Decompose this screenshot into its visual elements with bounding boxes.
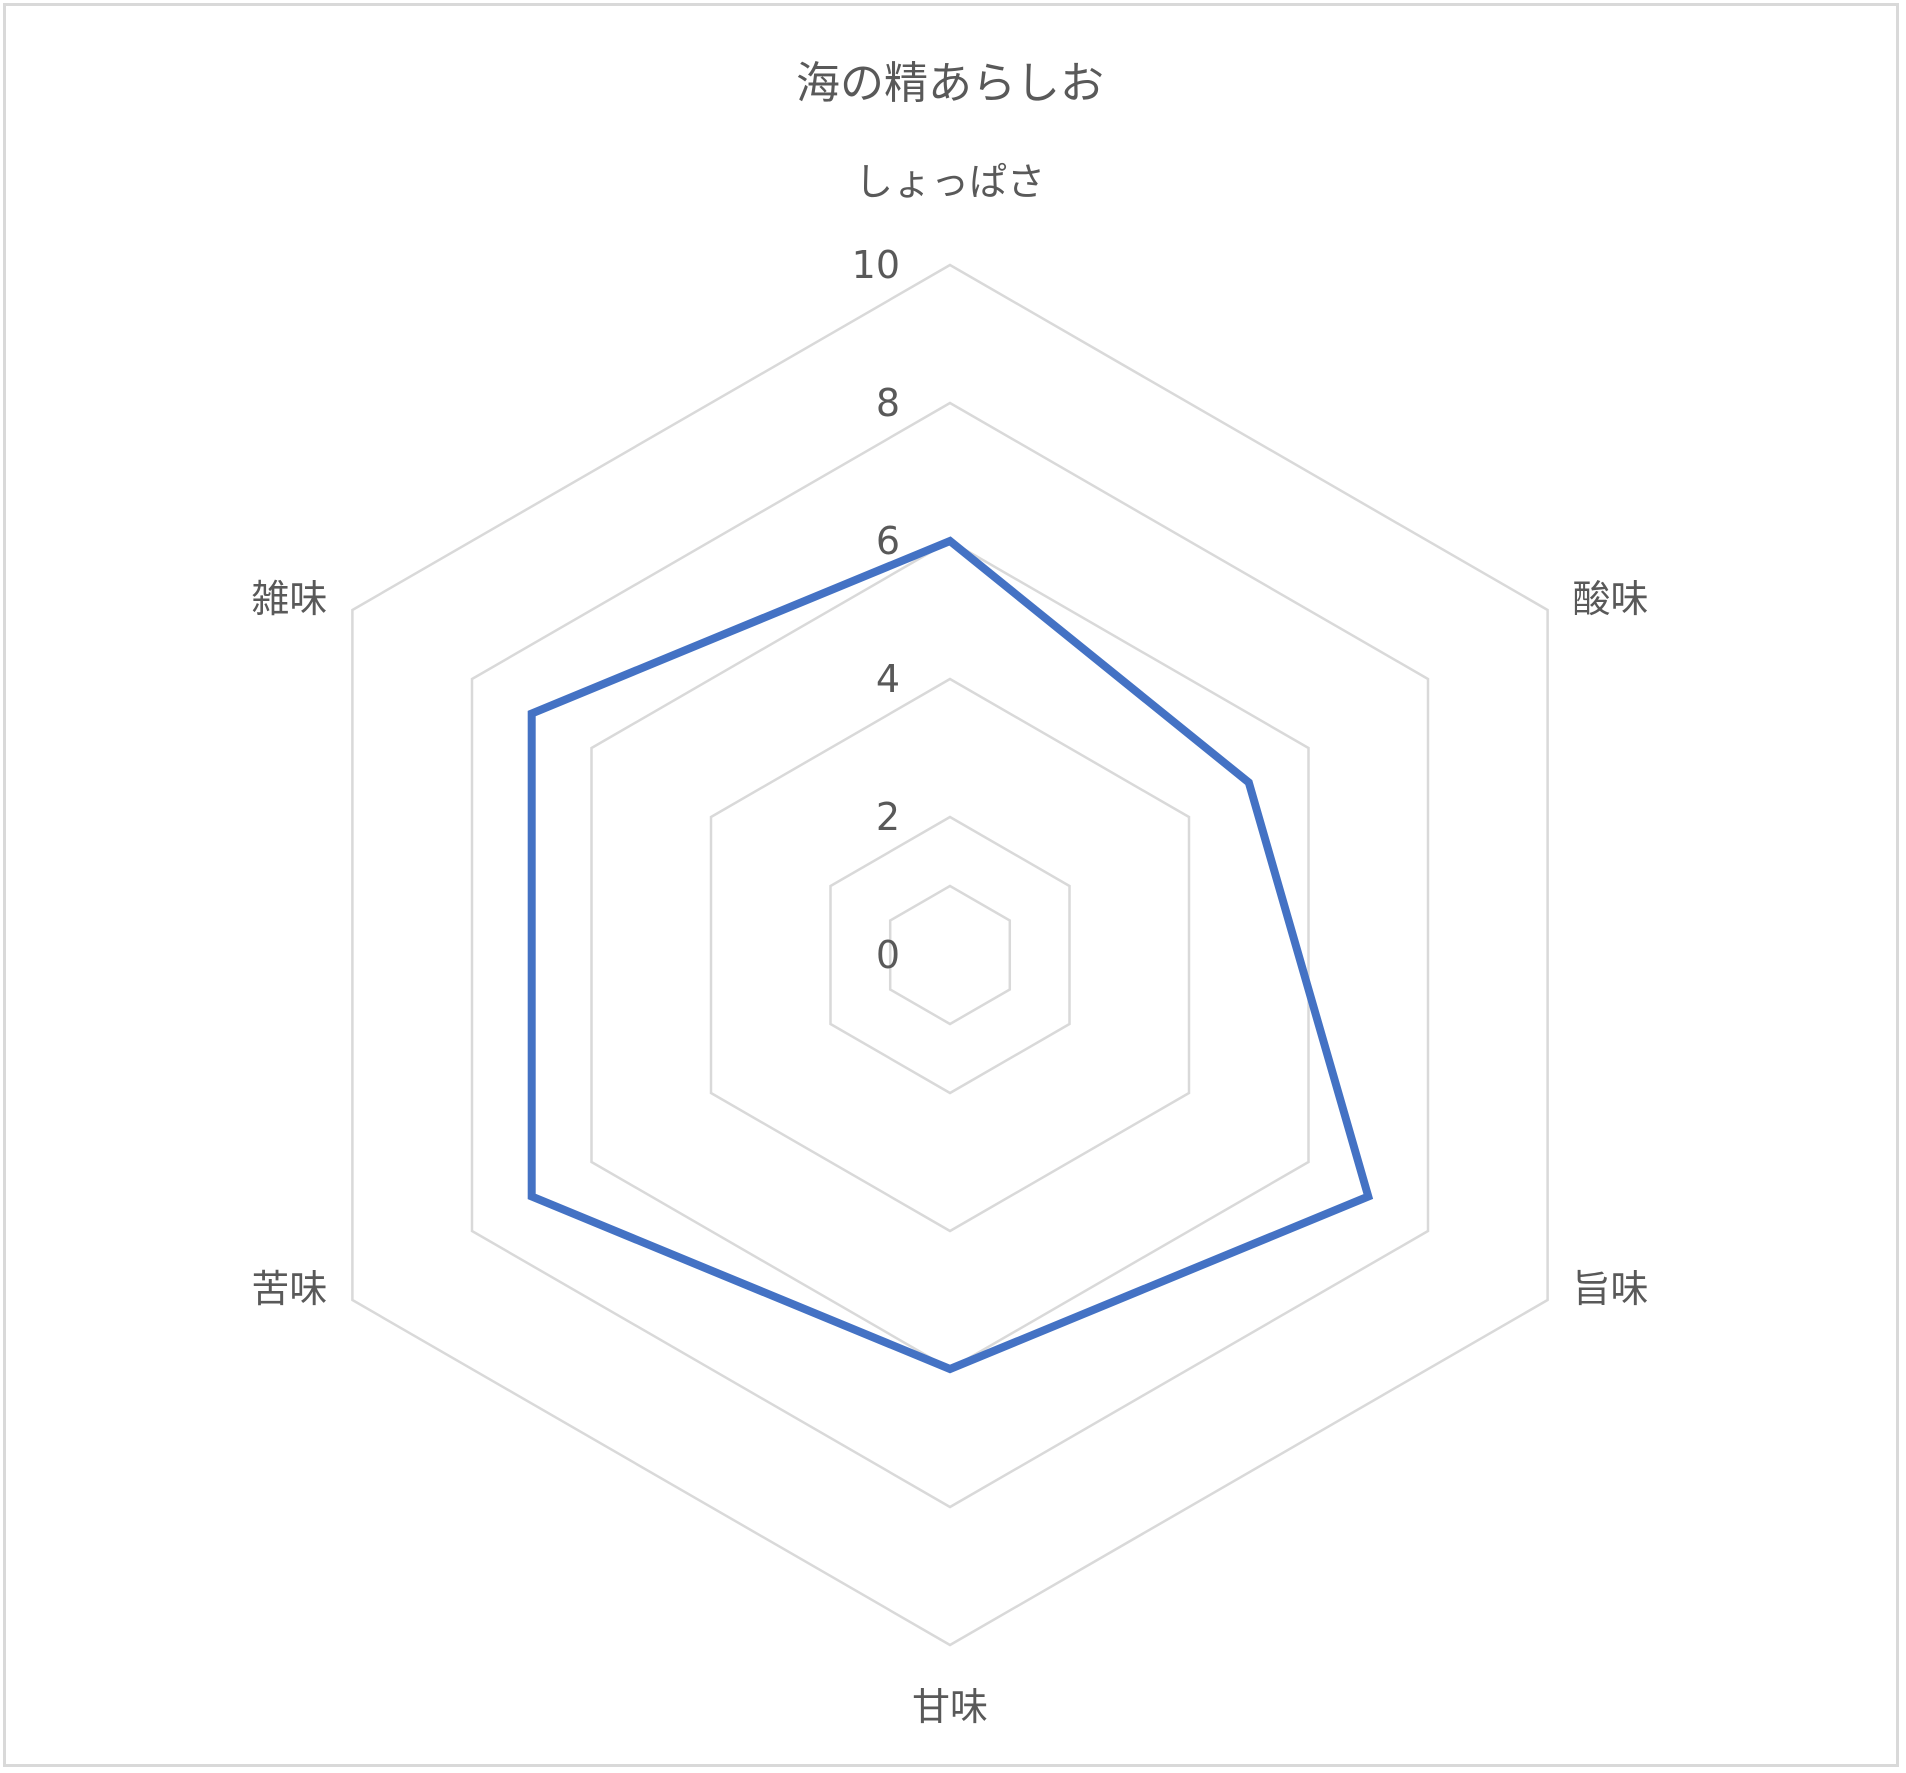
grid-ring (888, 884, 1012, 1026)
grid-ring (351, 263, 1549, 1647)
category-label: 旨味 (1573, 1267, 1649, 1311)
grid-rings (351, 263, 1549, 1647)
series-line (527, 536, 1374, 1374)
grid-ring (709, 677, 1191, 1233)
tick-label: 0 (876, 933, 900, 977)
grid-ring (829, 815, 1071, 1095)
tick-label: 8 (876, 381, 900, 425)
category-label: 酸味 (1573, 577, 1649, 621)
chart-area (3, 3, 1899, 1767)
series-group (527, 536, 1374, 1374)
chart-title: 海の精あらしお (796, 58, 1104, 109)
category-label: 苦味 (251, 1267, 327, 1311)
tick-label: 4 (876, 657, 900, 701)
tick-label: 2 (876, 795, 900, 839)
tick-label: 6 (876, 519, 900, 563)
radial-tick-labels: 0 2 4 6 8 10 (852, 243, 900, 977)
category-label: 雑味 (251, 577, 327, 621)
category-label: 甘味 (912, 1685, 988, 1729)
category-label: しょっぱさ (855, 160, 1045, 204)
tick-label: 10 (852, 243, 900, 287)
grid-ring (470, 401, 1430, 1509)
